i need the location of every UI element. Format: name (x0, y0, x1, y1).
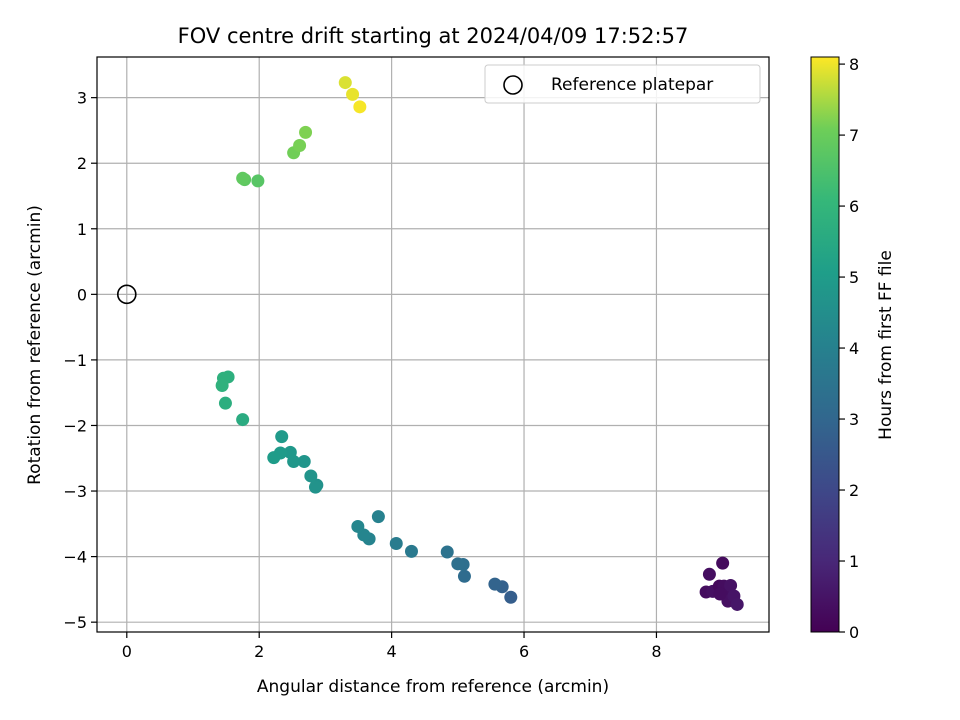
colorbar-tick-label: 6 (849, 197, 859, 216)
colorbar-tick-label: 8 (849, 55, 859, 74)
colorbar-tick-label: 3 (849, 410, 859, 429)
y-ticks: −5 −4 −3 −2 −1 0 1 2 3 (63, 89, 97, 632)
x-ticks: 0 2 4 6 8 (122, 632, 662, 661)
legend-entry-reference: Reference platepar (551, 75, 713, 95)
data-point (451, 557, 465, 571)
data-point (338, 76, 352, 90)
data-point (702, 567, 716, 581)
legend: Reference platepar (484, 64, 761, 104)
chart-title: FOV centre drift starting at 2024/04/09 … (178, 24, 689, 48)
x-tick-label: 2 (254, 642, 264, 661)
x-tick-label: 0 (122, 642, 132, 661)
reference-marker (116, 284, 137, 305)
y-tick-label: 1 (77, 220, 87, 239)
colorbar-ticks: 0 1 2 3 4 5 6 7 8 (839, 55, 859, 642)
data-point (308, 480, 322, 494)
data-point (251, 174, 265, 188)
legend-box (484, 64, 761, 104)
data-point (215, 378, 229, 392)
data-point (488, 577, 502, 591)
x-tick-label: 8 (651, 642, 661, 661)
colorbar-gradient (810, 56, 840, 633)
data-point (267, 451, 281, 465)
data-point (293, 139, 307, 153)
data-point (218, 396, 232, 410)
data-point (389, 536, 403, 550)
x-tick-label: 4 (387, 642, 397, 661)
data-point (236, 413, 250, 427)
y-tick-label: −3 (63, 482, 87, 501)
colorbar: 0 1 2 3 4 5 6 7 8 Hours from first FF file (810, 55, 896, 642)
data-point (297, 455, 311, 469)
data-point (371, 510, 385, 524)
grid-lines (97, 57, 769, 632)
data-point (504, 590, 518, 604)
colorbar-tick-label: 4 (849, 339, 859, 358)
x-axis-label: Angular distance from reference (arcmin) (257, 677, 609, 697)
y-tick-label: −5 (63, 613, 87, 632)
data-point (283, 445, 297, 459)
y-tick-label: 0 (77, 285, 87, 304)
data-point (457, 569, 471, 583)
data-point (713, 587, 727, 601)
y-tick-label: −4 (63, 548, 87, 567)
colorbar-tick-label: 0 (849, 623, 859, 642)
y-tick-label: 2 (77, 154, 87, 173)
y-axis-label: Rotation from reference (arcmin) (25, 205, 45, 485)
colorbar-tick-label: 1 (849, 552, 859, 571)
y-tick-label: 3 (77, 89, 87, 108)
y-tick-label: −1 (63, 351, 87, 370)
data-point (346, 87, 360, 101)
legend-marker (503, 75, 523, 95)
data-point (730, 597, 744, 611)
data-points (215, 76, 744, 611)
data-point (299, 125, 313, 139)
data-point (353, 100, 367, 114)
x-tick-label: 6 (519, 642, 529, 661)
colorbar-tick-label: 7 (849, 126, 859, 145)
data-point (724, 578, 738, 592)
data-point (275, 430, 289, 444)
data-point (351, 519, 365, 533)
colorbar-tick-label: 5 (849, 268, 859, 287)
colorbar-label: Hours from first FF file (876, 250, 896, 440)
data-point (440, 545, 454, 559)
colorbar-tick-label: 2 (849, 481, 859, 500)
axes-frame (96, 56, 770, 633)
data-point (236, 171, 250, 185)
data-point (404, 544, 418, 558)
data-point (716, 556, 730, 570)
y-tick-label: −2 (63, 416, 87, 435)
plot-area: 0 2 4 6 8 −5 −4 −3 −2 −1 0 1 2 3 (63, 56, 770, 661)
data-point (304, 469, 318, 483)
